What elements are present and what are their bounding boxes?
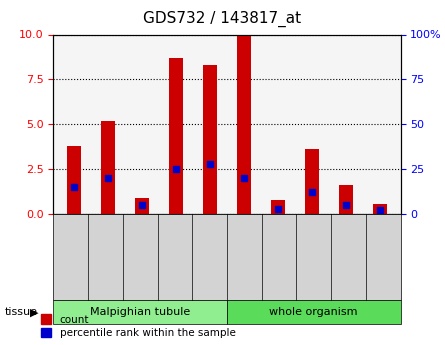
Bar bbox=[101, 121, 115, 214]
Bar bbox=[373, 204, 387, 214]
Text: tissue: tissue bbox=[4, 307, 37, 317]
Bar bbox=[67, 146, 81, 214]
Bar bbox=[169, 58, 183, 214]
Text: whole organism: whole organism bbox=[270, 307, 358, 317]
Bar bbox=[135, 198, 149, 214]
Text: Malpighian tubule: Malpighian tubule bbox=[90, 307, 190, 317]
Legend: count, percentile rank within the sample: count, percentile rank within the sample bbox=[41, 315, 235, 338]
Bar bbox=[237, 34, 251, 214]
Text: ▶: ▶ bbox=[30, 307, 39, 317]
Bar bbox=[305, 149, 319, 214]
Bar bbox=[339, 185, 353, 214]
Text: GDS732 / 143817_at: GDS732 / 143817_at bbox=[143, 10, 302, 27]
Bar bbox=[271, 199, 285, 214]
Bar bbox=[203, 65, 217, 214]
